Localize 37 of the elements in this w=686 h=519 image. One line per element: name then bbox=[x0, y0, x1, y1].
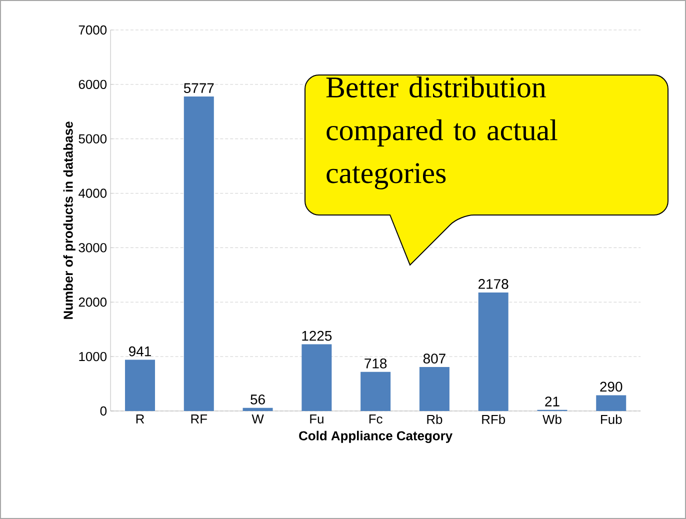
x-tick-label: Fub bbox=[601, 414, 622, 424]
y-tick-label: 5000 bbox=[78, 134, 107, 144]
y-tick-label: 7000 bbox=[78, 25, 107, 35]
data-label: 941 bbox=[129, 346, 151, 356]
x-tick-label: R bbox=[136, 414, 144, 424]
bar bbox=[242, 408, 273, 411]
data-label: 290 bbox=[600, 382, 622, 392]
x-tick-label: RFb bbox=[482, 414, 506, 424]
data-label: 807 bbox=[423, 354, 446, 364]
x-tick-label: W bbox=[252, 414, 264, 424]
data-label: 2178 bbox=[478, 279, 508, 289]
data-label: 21 bbox=[545, 396, 560, 406]
x-axis-title: Cold Appliance Category bbox=[299, 430, 452, 443]
bar bbox=[184, 96, 214, 411]
data-label: 56 bbox=[250, 394, 265, 404]
bar bbox=[360, 372, 391, 411]
y-tick-label: 3000 bbox=[78, 243, 107, 252]
bar bbox=[302, 344, 332, 411]
y-tick-label: 2000 bbox=[78, 298, 107, 307]
y-tick-label: 1000 bbox=[79, 352, 107, 362]
bar bbox=[596, 395, 626, 411]
x-tick-label: Fu bbox=[310, 414, 324, 424]
bar bbox=[125, 360, 156, 411]
y-tick-label: 6000 bbox=[78, 80, 107, 89]
x-tick-label: Wb bbox=[542, 414, 562, 424]
x-tick-label: RF bbox=[191, 414, 208, 424]
y-tick-label: 0 bbox=[100, 406, 107, 416]
data-label: 5777 bbox=[184, 83, 214, 94]
bar bbox=[478, 292, 508, 411]
x-tick-label: Fc bbox=[369, 414, 382, 424]
bar bbox=[419, 367, 450, 411]
annotation: Better distribution compared to actual categories bbox=[326, 76, 558, 190]
y-axis-title: Number of products in database bbox=[63, 122, 76, 319]
data-label: 718 bbox=[364, 358, 387, 368]
x-tick-label: Rb bbox=[427, 414, 442, 424]
data-label: 1225 bbox=[302, 330, 332, 341]
y-tick-label: 4000 bbox=[78, 188, 107, 198]
